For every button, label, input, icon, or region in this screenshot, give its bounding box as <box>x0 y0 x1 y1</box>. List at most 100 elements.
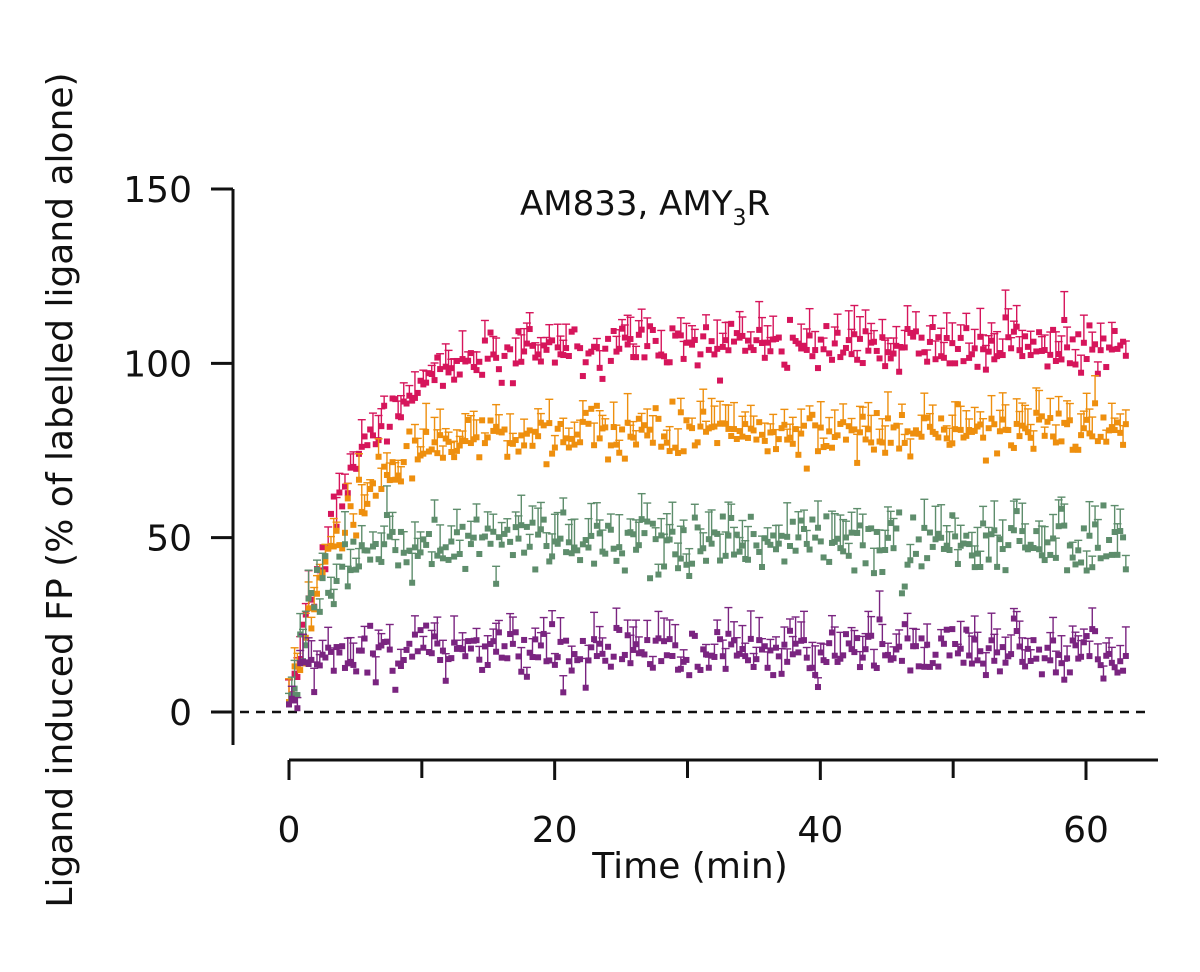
y-ticks: 0 50 100 150 <box>123 170 233 734</box>
data-point <box>1100 414 1107 421</box>
data-point <box>403 443 410 450</box>
data-point <box>759 563 766 570</box>
data-point <box>966 541 973 548</box>
data-point <box>1019 658 1026 665</box>
data-point <box>663 652 670 659</box>
data-point <box>551 444 558 451</box>
data-point <box>456 551 463 558</box>
data-point <box>610 328 617 335</box>
data-point <box>750 427 757 434</box>
y-tick-label: 150 <box>123 170 192 211</box>
data-point <box>378 423 385 430</box>
data-point <box>675 449 682 456</box>
data-point <box>753 656 760 663</box>
data-point <box>691 442 698 449</box>
y-tick-label: 100 <box>123 344 192 385</box>
data-point <box>935 434 942 441</box>
data-point <box>319 544 326 551</box>
data-point <box>605 522 612 529</box>
data-point <box>512 360 519 367</box>
data-point <box>638 426 645 433</box>
data-point <box>1083 633 1090 640</box>
data-point <box>649 664 656 671</box>
data-point <box>817 336 824 343</box>
data-point <box>305 595 312 602</box>
data-point <box>814 524 821 531</box>
data-point <box>381 541 388 548</box>
data-point <box>442 544 449 551</box>
data-point <box>949 440 956 447</box>
data-point <box>954 345 961 352</box>
data-point <box>501 426 508 433</box>
data-point <box>697 351 704 358</box>
data-point <box>946 360 953 367</box>
data-point <box>789 518 796 525</box>
data-point <box>1111 327 1118 334</box>
data-point <box>437 656 444 663</box>
data-point <box>442 363 449 370</box>
data-point <box>635 415 642 422</box>
data-point <box>308 589 315 596</box>
data-point <box>518 522 525 529</box>
data-point <box>697 423 704 430</box>
data-point <box>453 447 460 454</box>
data-point <box>731 426 738 433</box>
data-point <box>1041 655 1048 662</box>
data-point <box>980 434 987 441</box>
data-point <box>851 331 858 338</box>
data-point <box>411 631 418 638</box>
data-point <box>938 635 945 642</box>
data-point <box>448 448 455 455</box>
data-point <box>1033 528 1040 535</box>
data-point <box>341 664 348 671</box>
data-point <box>994 353 1001 360</box>
data-point <box>901 583 908 590</box>
data-point <box>439 647 446 654</box>
data-point <box>540 422 547 429</box>
data-point <box>918 334 925 341</box>
data-point <box>350 538 357 545</box>
data-point <box>554 540 561 547</box>
data-point <box>602 424 609 431</box>
data-point <box>803 346 810 353</box>
data-point <box>893 422 900 429</box>
data-point <box>1005 542 1012 549</box>
data-point <box>753 542 760 549</box>
data-point <box>364 442 371 449</box>
data-point <box>700 545 707 552</box>
data-point <box>509 552 516 559</box>
data-point <box>960 540 967 547</box>
data-point <box>778 425 785 432</box>
data-point <box>1117 658 1124 665</box>
data-point <box>400 549 407 556</box>
data-point <box>879 641 886 648</box>
data-point <box>302 642 309 649</box>
data-point <box>414 552 421 559</box>
data-point <box>868 439 875 446</box>
data-point <box>540 342 547 349</box>
data-point <box>507 631 514 638</box>
data-point <box>1117 429 1124 436</box>
data-point <box>714 440 721 447</box>
data-point <box>1083 567 1090 574</box>
data-point <box>364 547 371 554</box>
series-layer <box>285 289 1130 712</box>
data-point <box>1086 322 1093 329</box>
data-point <box>764 448 771 455</box>
data-point <box>759 340 766 347</box>
data-point <box>439 555 446 562</box>
data-point <box>912 427 919 434</box>
data-point <box>325 644 332 651</box>
data-point <box>610 653 617 660</box>
data-point <box>904 635 911 642</box>
data-point <box>1055 523 1062 530</box>
data-point <box>985 645 992 652</box>
data-point <box>577 345 584 352</box>
data-point <box>999 546 1006 553</box>
data-point <box>339 503 346 510</box>
data-point <box>459 646 466 653</box>
data-point <box>638 326 645 333</box>
data-point <box>523 673 530 680</box>
series-magenta <box>285 289 1130 707</box>
data-point <box>994 563 1001 570</box>
